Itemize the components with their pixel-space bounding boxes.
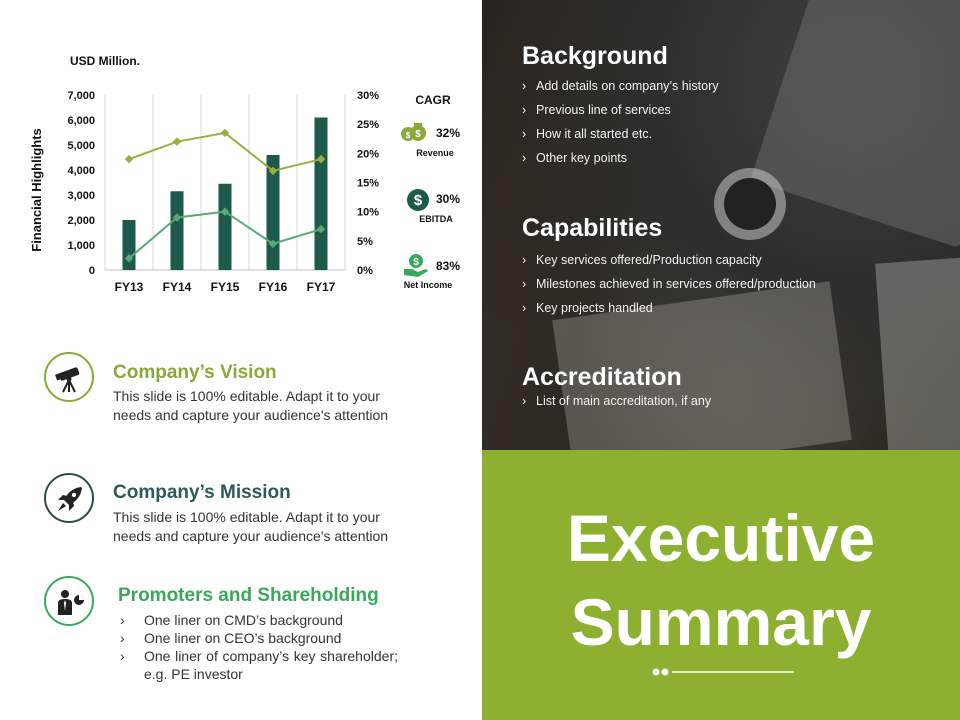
cagr-net-income-label: Net Income (404, 280, 453, 290)
chart-bar (170, 191, 184, 270)
background-list: Add details on company’s history Previou… (522, 74, 719, 170)
promoters-item: One liner on CMD’s background (118, 611, 398, 629)
background-item: Other key points (522, 146, 719, 170)
y-left-tick-label: 5,000 (67, 140, 95, 152)
background-item: Previous line of services (522, 98, 719, 122)
money-bag-icon: $ $ (401, 123, 426, 141)
presenter-chart-icon (58, 590, 84, 615)
x-tick-label: FY17 (307, 280, 336, 294)
chart-point (268, 166, 278, 176)
x-tick-label: FY15 (211, 280, 240, 294)
capabilities-list: Key services offered/Production capacity… (522, 248, 816, 320)
cagr-ebitda-value: 30% (436, 192, 460, 206)
y-left-tick-label: 6,000 (67, 115, 95, 127)
chart-y-axis-label: Financial Highlights (29, 128, 44, 252)
cagr-revenue-value: 32% (436, 126, 460, 140)
company-vision-section: Company’s Vision This slide is 100% edit… (44, 352, 444, 452)
mission-text: This slide is 100% editable. Adapt it to… (113, 509, 389, 544)
x-tick-label: FY13 (115, 280, 144, 294)
chart-point (268, 239, 278, 248)
y-right-tick-label: 30% (357, 90, 379, 102)
promoters-list: One liner on CMD’s background One liner … (118, 611, 398, 683)
vision-text: This slide is 100% editable. Adapt it to… (113, 388, 389, 423)
chart-point (172, 137, 182, 146)
y-right-tick-label: 25% (357, 119, 379, 131)
chart-point (220, 128, 230, 138)
y-left-tick-label: 4,000 (67, 165, 95, 177)
coffee-shape (724, 178, 776, 230)
accreditation-title: Accreditation (522, 363, 682, 391)
cagr-ebitda-label: EBITDA (419, 214, 453, 224)
y-right-tick-label: 10% (357, 207, 379, 219)
executive-title-line2: Summary (570, 585, 872, 659)
promoters-item: One liner of company’s key shareholder; … (118, 647, 398, 683)
chart-series-line (128, 131, 322, 172)
chart-point (220, 207, 230, 216)
background-item: How it all started etc. (522, 122, 719, 146)
chart-bar (218, 183, 232, 270)
financial-highlights-chart: USD Million. Financial Highlights 0 1,000… (29, 54, 460, 294)
executive-title-line1: Executive (566, 501, 876, 575)
cagr-title: CAGR (415, 93, 451, 107)
y-left-tick-label: 0 (89, 265, 95, 277)
cagr-net-income-value: 83% (436, 259, 460, 273)
title-underline-decoration (652, 668, 794, 676)
capabilities-title: Capabilities (522, 214, 663, 242)
promoters-section: Promoters and Shareholding One liner on … (44, 576, 444, 696)
y-left-tick-label: 1,000 (67, 240, 95, 252)
promoters-item: One liner on CEO’s background (118, 629, 398, 647)
chart-point (124, 154, 134, 164)
background-title: Background (522, 42, 668, 70)
rocket-icon (58, 487, 82, 511)
y-right-tick-label: 0% (357, 265, 373, 277)
calendar-shape (875, 256, 960, 450)
svg-text:$: $ (406, 131, 411, 140)
background-item: Add details on company’s history (522, 74, 719, 98)
vision-icon-circle (44, 352, 94, 402)
y-right-tick-label: 15% (357, 178, 379, 190)
capabilities-item: Key projects handled (522, 296, 816, 320)
x-tick-label: FY16 (259, 280, 288, 294)
dollar-icon: $ (407, 189, 429, 211)
vision-title: Company’s Vision (113, 362, 277, 383)
money-hand-icon: $ (404, 254, 428, 277)
svg-text:$: $ (414, 192, 423, 209)
executive-summary-panel: Executive Summary (482, 450, 960, 720)
capabilities-item: Milestones achieved in services offered/… (522, 272, 816, 296)
mission-title: Company’s Mission (113, 482, 291, 503)
y-left-tick-label: 3,000 (67, 190, 95, 202)
capabilities-item: Key services offered/Production capacity (522, 248, 816, 272)
mission-icon-circle (44, 473, 94, 523)
chart-point (172, 213, 182, 222)
y-left-tick-label: 2,000 (67, 215, 95, 227)
svg-text:$: $ (413, 257, 419, 268)
promoters-title: Promoters and Shareholding (118, 585, 379, 606)
chart-bar (314, 117, 328, 270)
chart-point (316, 224, 326, 234)
business-desk-background-photo: Background Add details on company’s hist… (482, 0, 960, 450)
accreditation-list: List of main accreditation, if any (522, 389, 711, 413)
chart-point (316, 154, 326, 164)
y-right-tick-label: 20% (357, 148, 379, 160)
chart-unit-label: USD Million. (70, 54, 140, 68)
chart-lines (124, 128, 326, 263)
cagr-revenue-label: Revenue (416, 148, 454, 158)
x-tick-label: FY14 (163, 280, 192, 294)
y-right-tick-label: 5% (357, 236, 373, 248)
chart-tick-labels: 0 1,000 2,000 3,000 4,000 5,000 6,000 7,000 0% 5%… (67, 90, 379, 294)
accreditation-item: List of main accreditation, if any (522, 389, 711, 413)
company-mission-section: Company’s Mission This slide is 100% edi… (44, 473, 444, 563)
y-left-tick-label: 7,000 (67, 90, 95, 102)
telescope-icon (55, 367, 80, 393)
svg-text:$: $ (415, 129, 421, 140)
promoters-icon-circle (44, 576, 94, 626)
